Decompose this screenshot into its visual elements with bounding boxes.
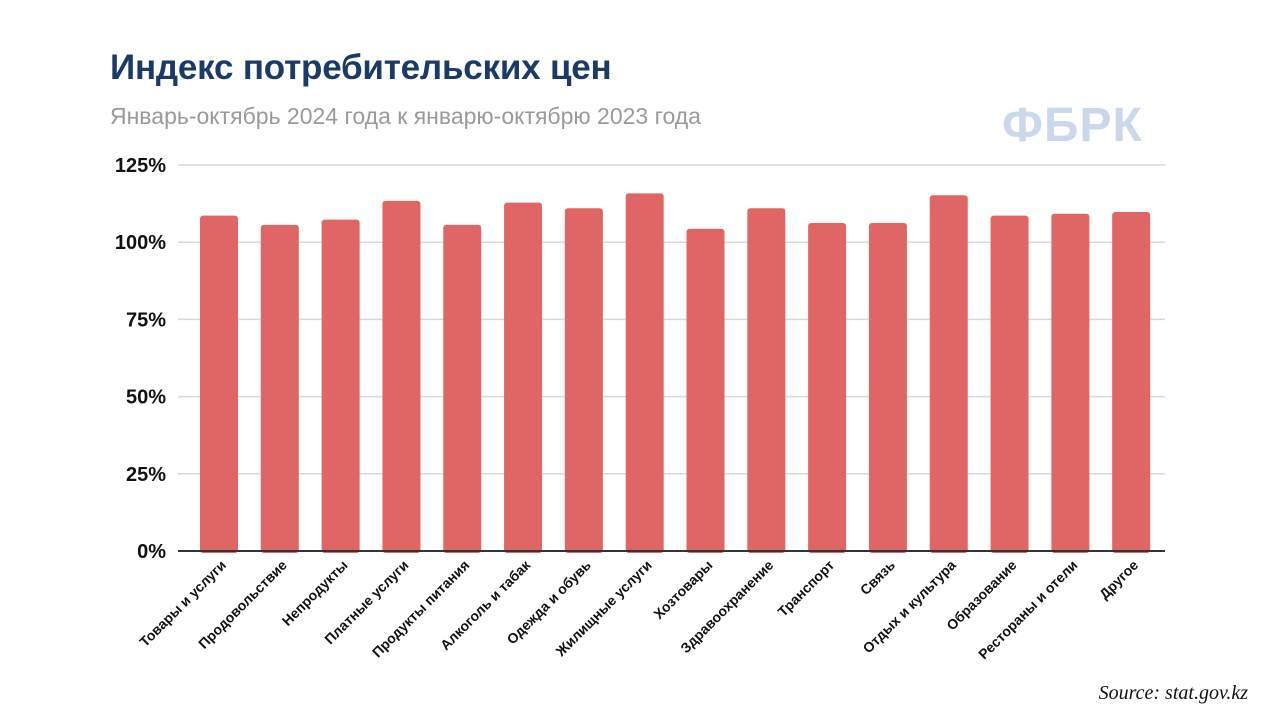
y-tick-label: 100% [115,232,166,254]
chart-title: Индекс потребительских цен [110,48,612,87]
y-tick-label: 75% [126,309,166,331]
x-category-label: Хозтовары [650,557,715,622]
x-category-label: Другое [1096,557,1141,602]
y-tick-label: 125% [115,155,166,177]
bar [686,228,725,553]
bar [808,223,847,554]
y-axis-tick-labels: 0% 25% 50% 75% 100% 125% [115,155,166,563]
source-note: Source: stat.gov.kz [1098,682,1248,704]
x-axis-category-labels: Товары и услугиПродовольствиеНепродуктыП… [136,556,1141,662]
x-category-label: Рестораны и отели [975,557,1080,662]
y-tick-label: 50% [126,387,166,409]
bars [200,193,1151,554]
bar [321,219,360,553]
bar [625,193,664,553]
bar [747,208,786,553]
brand-logo: ФБРК [1002,99,1143,152]
bar [1112,211,1151,553]
bar [504,202,543,554]
bar [1051,213,1090,553]
bar [382,200,421,553]
bar [868,223,907,554]
y-tick-label: 0% [137,541,166,563]
bar [260,224,299,553]
bar [443,224,482,553]
bar [564,208,603,553]
x-category-label: Транспорт [774,557,837,620]
bar [929,195,968,554]
y-tick-label: 25% [126,464,166,486]
chart-subtitle: Январь-октябрь 2024 года к январю-октябр… [110,103,701,129]
bar [990,215,1029,554]
bar [200,215,238,554]
x-category-label: Связь [857,557,898,598]
